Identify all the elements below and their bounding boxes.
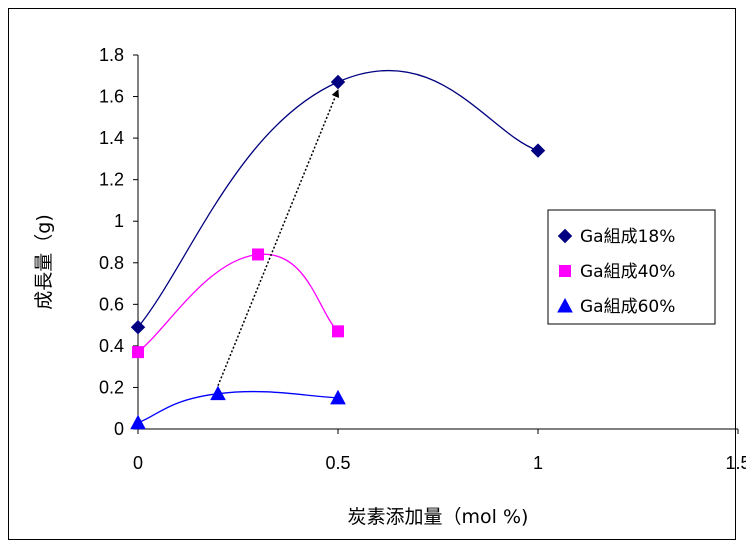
data-point-series-1 bbox=[530, 143, 546, 158]
y-tick-label: 1.6 bbox=[99, 87, 124, 107]
y-tick-label: 0.4 bbox=[99, 336, 124, 356]
data-point-series-3 bbox=[330, 389, 346, 405]
legend-label: Ga組成60% bbox=[580, 297, 675, 317]
data-point-series-2 bbox=[332, 325, 344, 338]
x-tick-label: 1 bbox=[533, 453, 543, 473]
data-point-series-3 bbox=[130, 414, 146, 430]
y-tick-label: 0 bbox=[114, 419, 124, 439]
x-tick-labels: 0 0.5 1 1.5 bbox=[133, 453, 746, 473]
legend-marker-2 bbox=[559, 265, 571, 277]
y-axis-title: 成長量（g) bbox=[33, 214, 55, 309]
series-lines bbox=[137, 69, 539, 424]
x-tick-label: 0.5 bbox=[325, 453, 350, 473]
y-tick-labels: 0 0.2 0.4 0.6 0.8 1 1.2 1.4 1.6 1.8 bbox=[99, 45, 124, 439]
data-point-series-2 bbox=[252, 248, 264, 261]
x-tick-label: 1.5 bbox=[725, 453, 746, 473]
y-tick-label: 1.8 bbox=[99, 45, 124, 65]
annotations bbox=[217, 89, 340, 386]
y-tick-label: 1.4 bbox=[99, 128, 124, 148]
data-point-series-1 bbox=[130, 319, 146, 335]
x-axis-title: 炭素添加量（mol %) bbox=[348, 506, 529, 528]
data-markers bbox=[130, 74, 546, 430]
y-tick-label: 0.8 bbox=[99, 253, 124, 273]
y-tick-label: 0.6 bbox=[99, 294, 124, 314]
data-point-series-3 bbox=[210, 385, 226, 401]
x-tick-label: 0 bbox=[133, 453, 143, 473]
axes bbox=[133, 54, 739, 434]
data-point-series-2 bbox=[132, 346, 144, 359]
y-tick-label: 1.2 bbox=[99, 170, 124, 190]
legend-label: Ga組成18% bbox=[580, 227, 675, 247]
dotted-arrow bbox=[217, 89, 340, 386]
legend-box bbox=[547, 209, 716, 325]
series-line-3 bbox=[137, 390, 339, 424]
y-tick-label: 0.2 bbox=[99, 377, 124, 397]
legend: Ga組成18% Ga組成40% Ga組成60% bbox=[547, 209, 716, 325]
legend-marker-1 bbox=[557, 228, 573, 244]
data-point-series-1 bbox=[330, 74, 346, 90]
legend-label: Ga組成40% bbox=[580, 262, 675, 282]
legend-marker-3 bbox=[557, 297, 573, 313]
y-tick-label: 1 bbox=[114, 211, 124, 231]
